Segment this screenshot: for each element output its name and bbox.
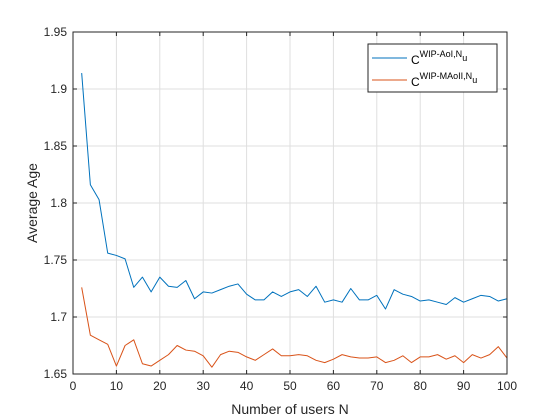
x-tick-label: 50 xyxy=(283,379,297,393)
y-tick-label: 1.85 xyxy=(44,139,68,153)
x-tick-label: 30 xyxy=(197,379,211,393)
x-tick-label: 20 xyxy=(153,379,167,393)
y-tick-label: 1.95 xyxy=(44,25,68,39)
x-axis-ticks: 0 10 20 30 40 50 60 70 80 90 100 xyxy=(70,32,517,393)
legend-entry-2: CWIP-MAoII,Nu xyxy=(411,71,477,89)
y-axis-ticks: 1.65 1.7 1.75 1.8 1.85 1.9 1.95 xyxy=(44,25,507,381)
y-tick-label: 1.75 xyxy=(44,253,68,267)
y-axis-label: Average Age xyxy=(24,163,40,243)
x-tick-label: 10 xyxy=(110,379,124,393)
x-tick-label: 100 xyxy=(497,379,517,393)
x-tick-label: 90 xyxy=(457,379,471,393)
y-tick-label: 1.65 xyxy=(44,367,68,381)
x-axis-label: Number of users N xyxy=(231,401,348,417)
series-line-1 xyxy=(81,73,508,310)
x-tick-label: 80 xyxy=(414,379,428,393)
legend-box xyxy=(367,43,498,93)
y-tick-label: 1.7 xyxy=(50,310,67,324)
series-line-2 xyxy=(81,287,508,368)
legend-entry-1: CWIP-AoI,Nu xyxy=(411,49,467,67)
x-tick-label: 40 xyxy=(240,379,254,393)
series-lines xyxy=(81,73,508,368)
y-tick-label: 1.9 xyxy=(50,82,67,96)
legend: CWIP-AoI,Nu CWIP-MAoII,Nu xyxy=(367,43,498,93)
x-tick-label: 70 xyxy=(370,379,384,393)
x-tick-label: 60 xyxy=(327,379,341,393)
y-tick-label: 1.8 xyxy=(50,196,67,210)
x-tick-label: 0 xyxy=(70,379,77,393)
